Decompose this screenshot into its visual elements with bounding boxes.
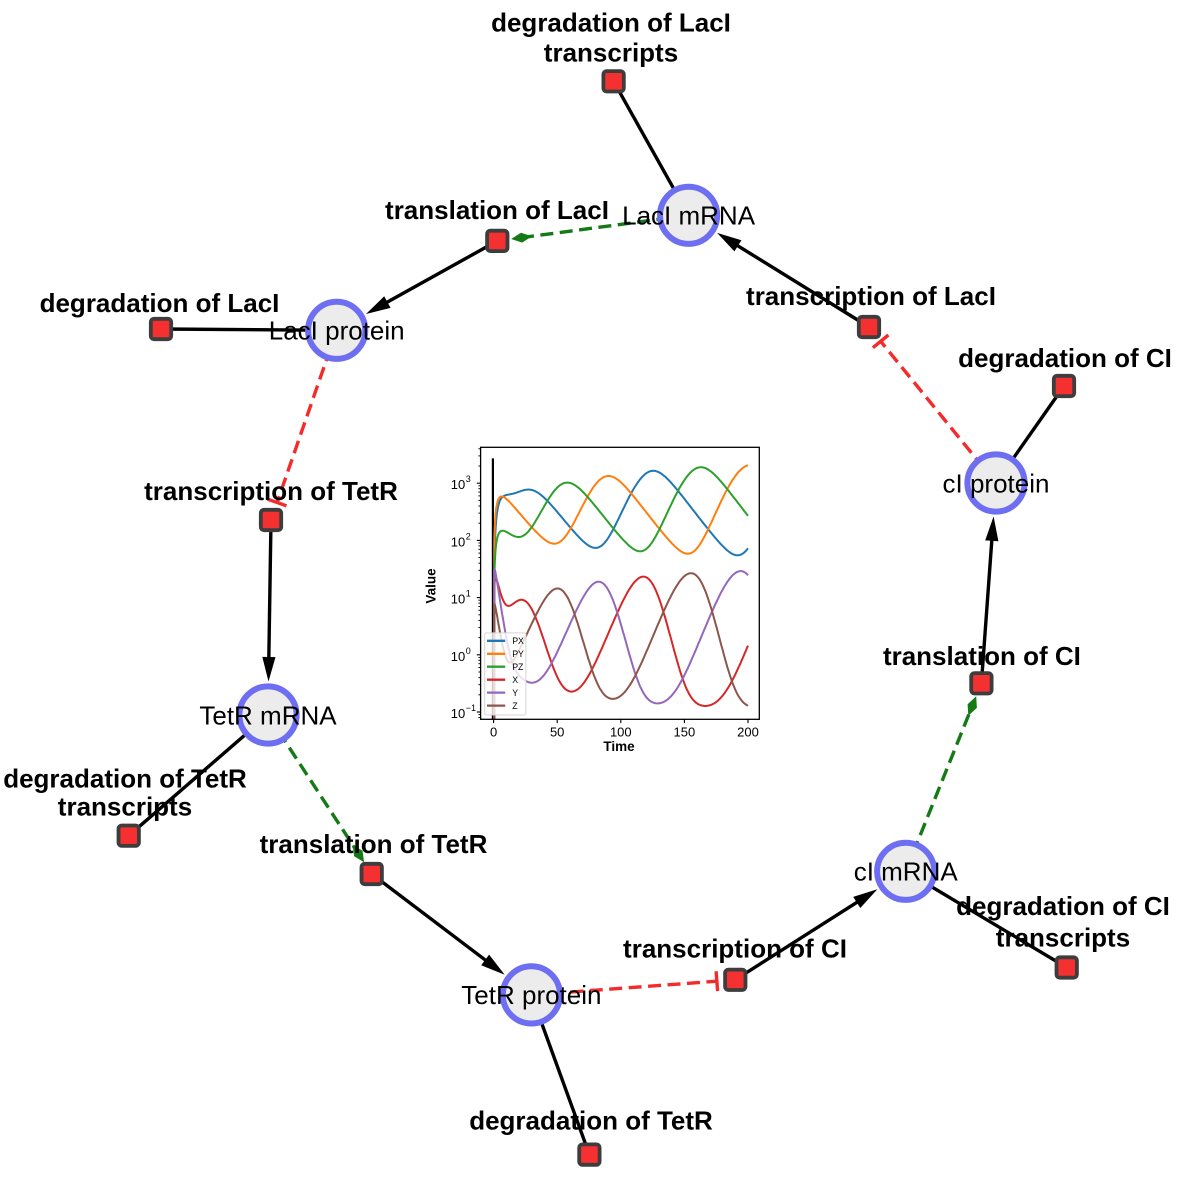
svg-text:10: 10: [451, 477, 465, 492]
svg-text:10: 10: [451, 534, 465, 549]
svg-text:degradation of TetR: degradation of TetR: [3, 763, 247, 793]
svg-text:transcripts: transcripts: [58, 792, 192, 822]
svg-text:150: 150: [674, 725, 696, 740]
svg-text:0: 0: [490, 725, 497, 740]
svg-text:transcripts: transcripts: [544, 38, 678, 68]
svg-text:LacI mRNA: LacI mRNA: [622, 201, 756, 231]
svg-text:200: 200: [737, 725, 759, 740]
svg-text:TetR mRNA: TetR mRNA: [199, 700, 337, 730]
svg-text:translation of CI: translation of CI: [883, 641, 1081, 671]
svg-text:Value: Value: [424, 568, 439, 604]
svg-text:translation of LacI: translation of LacI: [385, 195, 609, 225]
svg-text:PZ: PZ: [512, 662, 524, 672]
svg-text:2: 2: [466, 531, 471, 541]
svg-text:Y: Y: [512, 688, 518, 698]
svg-text:0: 0: [466, 646, 471, 656]
svg-text:PY: PY: [512, 649, 524, 659]
svg-text:transcription of TetR: transcription of TetR: [144, 476, 398, 506]
svg-text:transcription of LacI: transcription of LacI: [746, 281, 996, 311]
svg-text:transcripts: transcripts: [996, 923, 1130, 953]
svg-text:Z: Z: [512, 701, 518, 711]
svg-text:X: X: [512, 675, 518, 685]
svg-text:10: 10: [451, 649, 465, 664]
svg-text:degradation of CI: degradation of CI: [958, 343, 1172, 373]
svg-text:degradation of CI: degradation of CI: [956, 891, 1170, 921]
svg-text:LacI protein: LacI protein: [269, 316, 405, 346]
svg-text:cI protein: cI protein: [943, 468, 1050, 498]
svg-text:PX: PX: [512, 636, 524, 646]
svg-text:10: 10: [451, 592, 465, 607]
svg-text:TetR protein: TetR protein: [461, 980, 601, 1010]
svg-text:50: 50: [550, 725, 564, 740]
svg-text:Time: Time: [603, 739, 635, 754]
svg-text:1: 1: [466, 589, 471, 599]
svg-text:degradation of LacI: degradation of LacI: [491, 7, 731, 37]
svg-text:cI mRNA: cI mRNA: [854, 857, 959, 887]
svg-text:−1: −1: [466, 703, 476, 713]
svg-text:degradation of TetR: degradation of TetR: [469, 1106, 713, 1136]
svg-text:100: 100: [610, 725, 632, 740]
svg-text:transcription of CI: transcription of CI: [623, 933, 847, 963]
svg-text:3: 3: [466, 474, 471, 484]
svg-text:translation of TetR: translation of TetR: [260, 829, 488, 859]
svg-text:10: 10: [451, 706, 465, 721]
svg-text:degradation of LacI: degradation of LacI: [40, 288, 280, 318]
